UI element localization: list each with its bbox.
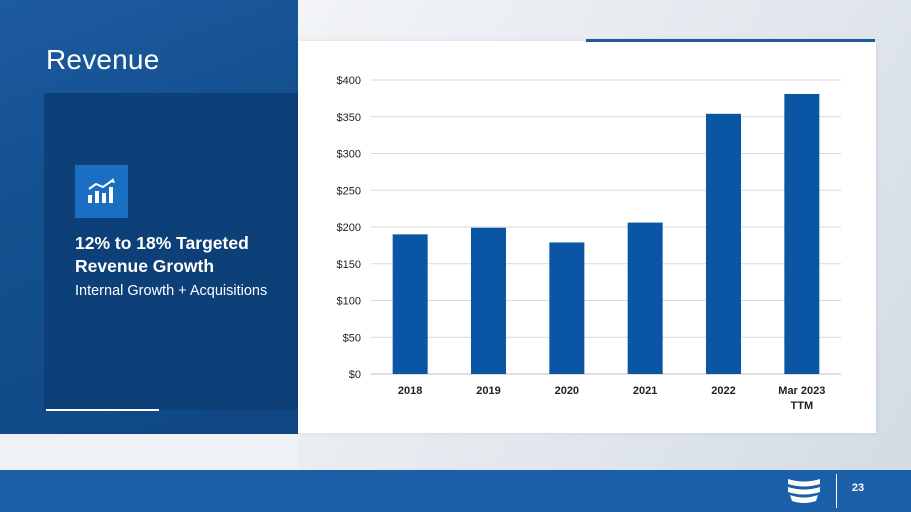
y-tick-label: $150 — [337, 259, 361, 271]
bar — [549, 242, 585, 374]
bar — [392, 234, 428, 374]
revenue-chart: $0 $50 $100 $150 $200 $250 $300 $350 $400 2018 201… — [337, 75, 841, 412]
x-tick-label: 2019 — [476, 385, 500, 397]
y-tick-label: $100 — [337, 296, 361, 308]
x-tick-label: 2021 — [633, 385, 657, 397]
footer-bar — [0, 470, 911, 512]
bar — [706, 113, 741, 374]
card-headline: 12% to 18% Targeted Revenue Growth — [75, 233, 249, 276]
chart-accent-line — [586, 39, 875, 42]
x-tick-label: 2018 — [398, 385, 422, 397]
card-underline — [46, 409, 159, 411]
y-tick-label: $250 — [337, 185, 361, 197]
page-number: 23 — [851, 482, 865, 494]
y-tick-label: $200 — [337, 222, 361, 234]
bar — [627, 222, 663, 374]
y-tick-label: $50 — [343, 332, 361, 344]
slide-title: Revenue — [46, 44, 160, 75]
card-subtext: Internal Growth + Acquisitions — [75, 283, 268, 299]
x-tick-label: Mar 2023 TTM — [778, 385, 825, 412]
y-tick-label: $350 — [337, 112, 361, 124]
company-logo-icon — [786, 477, 822, 512]
x-tick-label: 2020 — [555, 385, 579, 397]
y-tick-label: $0 — [349, 369, 361, 381]
x-tick-label: 2022 — [711, 385, 735, 397]
footer-divider — [836, 474, 837, 508]
growth-card — [44, 93, 298, 410]
bar — [471, 227, 506, 374]
y-tick-label: $300 — [337, 149, 361, 161]
bar — [784, 93, 820, 374]
bar-chart-growth-icon — [75, 165, 128, 218]
y-tick-label: $400 — [337, 75, 361, 87]
